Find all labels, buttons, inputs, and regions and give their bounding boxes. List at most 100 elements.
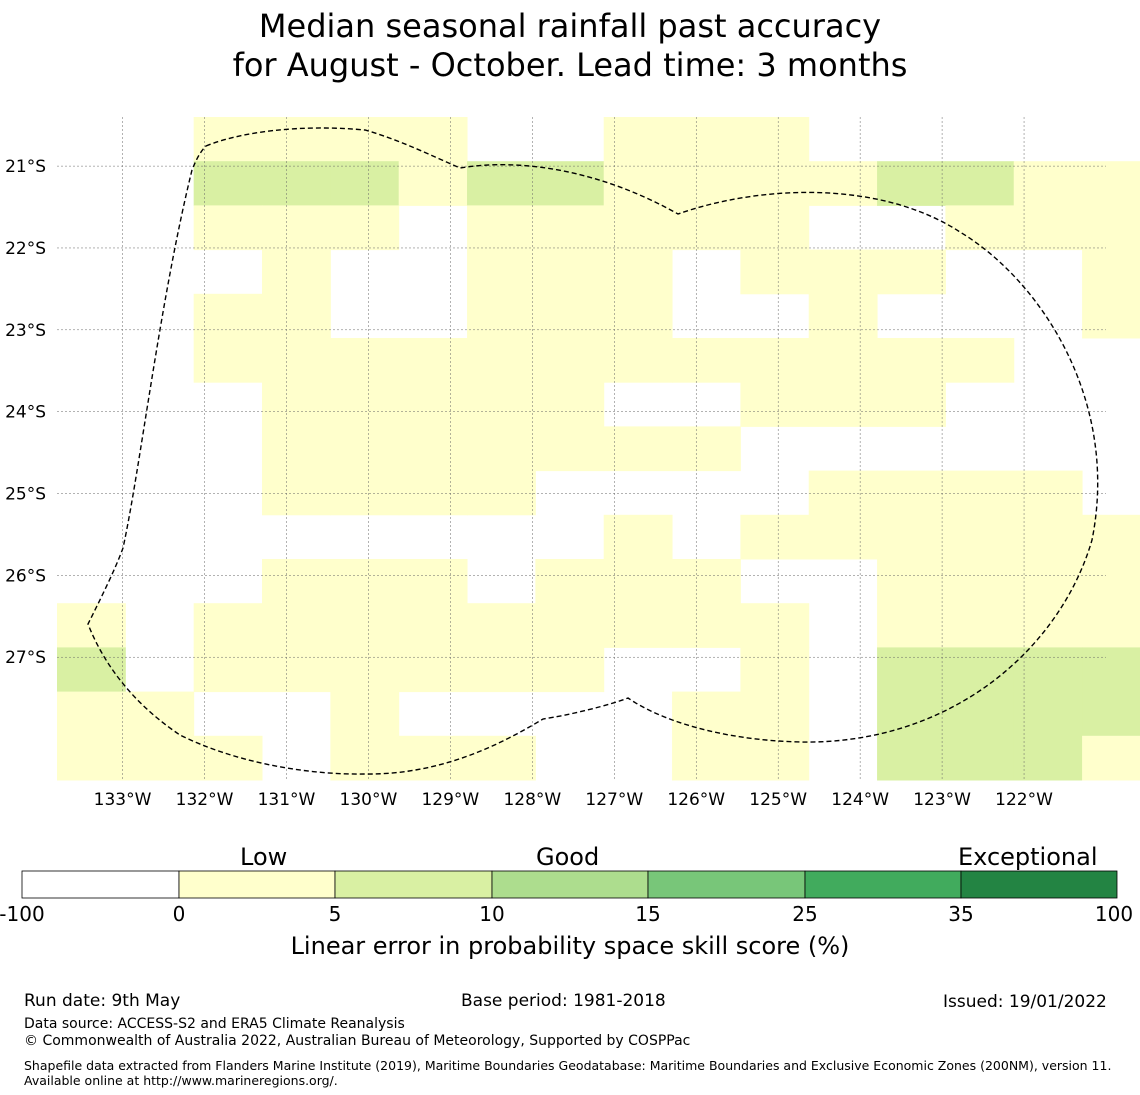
base-period: Base period: 1981-2018 — [461, 991, 666, 1011]
skill-cell — [808, 338, 878, 383]
skill-cell — [877, 382, 946, 427]
skill-cell — [672, 161, 741, 206]
skill-cell — [877, 161, 946, 206]
skill-cell — [262, 205, 331, 251]
longitude-tick: 128°W — [503, 790, 561, 810]
chart-title-line1: Median seasonal rainfall past accuracy — [258, 7, 882, 45]
skill-cell — [603, 603, 673, 648]
skill-cell — [1013, 161, 1083, 206]
skill-cell — [877, 559, 946, 604]
graticule — [57, 117, 1106, 780]
skill-cell — [740, 249, 810, 295]
skill-cell — [740, 117, 810, 162]
skill-cell — [398, 338, 468, 383]
colorbar-segment — [21, 870, 180, 899]
skill-cell — [193, 603, 263, 648]
skill-cell — [1082, 603, 1140, 648]
skill-cell — [467, 382, 536, 427]
skill-cell — [808, 161, 878, 206]
skill-cell — [672, 691, 741, 737]
skill-cell — [193, 117, 263, 162]
skill-cell — [57, 691, 126, 737]
skill-cell — [945, 735, 1015, 781]
longitude-tick: 123°W — [913, 790, 971, 810]
skill-cell — [945, 603, 1015, 648]
skill-cell — [467, 293, 536, 339]
skill-cell — [672, 205, 741, 251]
skill-cell — [193, 735, 263, 781]
skill-cell — [1013, 559, 1083, 604]
skill-cell — [398, 735, 468, 781]
skill-cell — [467, 205, 536, 251]
skill-cell — [467, 470, 536, 516]
skill-cell — [57, 735, 126, 781]
skill-cell — [330, 470, 400, 516]
colorbar-tick: 0 — [172, 902, 186, 926]
skill-cell — [398, 647, 468, 693]
skill-cell — [740, 514, 810, 560]
latitude-tick: 23°S — [5, 321, 46, 341]
colorbar-tick: 35 — [948, 902, 974, 926]
skill-cell — [467, 249, 536, 295]
skill-cell — [262, 338, 331, 383]
skill-cell — [877, 470, 946, 516]
skill-cell — [945, 470, 1015, 516]
skill-cell — [808, 514, 878, 560]
colorbar — [21, 870, 1118, 899]
skill-cell — [262, 161, 331, 206]
skill-cell — [808, 293, 878, 339]
skill-cell — [603, 205, 673, 251]
longitude-tick: 126°W — [667, 790, 725, 810]
colorbar-tick: 10 — [479, 902, 505, 926]
skill-cell — [535, 249, 605, 295]
skill-cell — [1013, 691, 1083, 737]
skill-cell — [1013, 647, 1083, 693]
skill-cell — [262, 117, 331, 162]
skill-cell — [330, 691, 400, 737]
skill-cell — [1082, 735, 1140, 781]
skill-cell — [262, 293, 331, 339]
colorbar-segment — [647, 870, 806, 899]
skill-cell — [330, 117, 400, 162]
skill-cell — [808, 470, 878, 516]
skill-cell — [808, 249, 878, 295]
skill-cell — [467, 647, 536, 693]
skill-cell — [1082, 249, 1140, 295]
skill-cell — [262, 249, 331, 295]
skill-cell — [877, 249, 946, 295]
colorbar-segment — [178, 870, 336, 899]
skill-cell — [808, 382, 878, 427]
skill-cell — [467, 161, 536, 206]
skill-cell — [330, 735, 400, 781]
longitude-labels: 133°W 132°W 131°W 130°W 129°W 128°W 127°W 126°W… — [94, 790, 1053, 810]
longitude-tick: 129°W — [421, 790, 479, 810]
latitude-tick: 26°S — [5, 566, 46, 586]
skill-cell — [672, 426, 741, 472]
colorbar-tick: 25 — [792, 902, 818, 926]
skill-cell — [398, 382, 468, 427]
skill-cell — [262, 603, 331, 648]
skill-cell — [330, 205, 400, 251]
longitude-tick: 130°W — [340, 790, 398, 810]
latitude-labels: 21°S 22°S 23°S 24°S 25°S 26°S 27°S — [5, 157, 46, 668]
skill-cell — [262, 470, 331, 516]
skill-cell — [330, 647, 400, 693]
colorbar-segment — [491, 870, 649, 899]
skill-cell — [125, 735, 195, 781]
chart-title-line2: for August - October. Lead time: 3 month… — [232, 46, 908, 84]
skill-cell — [262, 559, 331, 604]
skill-cell — [740, 161, 810, 206]
skill-cell — [672, 603, 741, 648]
skill-cell — [398, 161, 468, 206]
data-source: Data source: ACCESS-S2 and ERA5 Climate … — [24, 1016, 405, 1032]
skill-cell — [945, 205, 1015, 251]
skill-cell — [877, 338, 946, 383]
legend-category-exceptional: Exceptional — [958, 843, 1098, 871]
skill-cell — [1013, 205, 1083, 251]
skill-cell — [877, 647, 946, 693]
skill-cell — [877, 603, 946, 648]
skill-cell — [535, 647, 605, 693]
skill-cell — [603, 514, 673, 560]
latitude-tick: 21°S — [5, 157, 46, 177]
